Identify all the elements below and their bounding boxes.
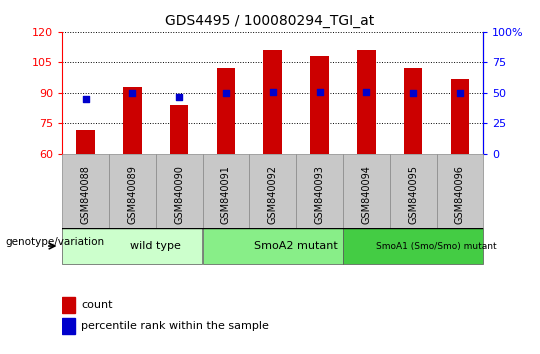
- Bar: [264, 50, 282, 154]
- Text: wild type: wild type: [130, 241, 181, 251]
- Bar: [357, 50, 376, 154]
- Bar: [170, 105, 188, 154]
- Text: SmoA2 mutant: SmoA2 mutant: [254, 241, 338, 251]
- Text: percentile rank within the sample: percentile rank within the sample: [81, 321, 269, 331]
- Text: GDS4495 / 100080294_TGI_at: GDS4495 / 100080294_TGI_at: [165, 14, 375, 28]
- Text: GSM840091: GSM840091: [221, 165, 231, 224]
- Text: GSM840096: GSM840096: [455, 165, 465, 224]
- Point: [456, 90, 464, 96]
- Bar: [217, 69, 235, 154]
- Bar: [62, 318, 76, 334]
- Bar: [436, 154, 483, 228]
- Bar: [249, 154, 296, 228]
- Bar: [62, 297, 76, 313]
- Bar: [310, 56, 329, 154]
- Bar: [404, 69, 422, 154]
- Text: GSM840093: GSM840093: [314, 165, 325, 224]
- Bar: [62, 154, 109, 228]
- Bar: [343, 154, 390, 228]
- Text: GSM840088: GSM840088: [80, 165, 91, 224]
- Bar: [296, 154, 343, 228]
- Bar: [76, 130, 95, 154]
- Text: GSM840092: GSM840092: [268, 165, 278, 224]
- Bar: [109, 154, 156, 228]
- Text: GSM840094: GSM840094: [361, 165, 372, 224]
- Bar: [450, 79, 469, 154]
- Point: [175, 94, 184, 99]
- Bar: [156, 154, 202, 228]
- Point: [409, 90, 417, 96]
- Text: GSM840095: GSM840095: [408, 165, 418, 224]
- Text: GSM840089: GSM840089: [127, 165, 137, 224]
- Bar: [202, 228, 343, 264]
- Text: genotype/variation: genotype/variation: [5, 238, 105, 247]
- Bar: [343, 228, 483, 264]
- Bar: [62, 228, 202, 264]
- Text: SmoA1 (Smo/Smo) mutant: SmoA1 (Smo/Smo) mutant: [376, 241, 497, 251]
- Point: [128, 90, 137, 96]
- Point: [268, 89, 277, 95]
- Point: [81, 96, 90, 102]
- Text: GSM840090: GSM840090: [174, 165, 184, 224]
- Point: [362, 89, 370, 95]
- Bar: [390, 154, 436, 228]
- Text: count: count: [81, 300, 112, 310]
- Bar: [123, 87, 141, 154]
- Point: [221, 90, 230, 96]
- Point: [315, 89, 324, 95]
- Bar: [202, 154, 249, 228]
